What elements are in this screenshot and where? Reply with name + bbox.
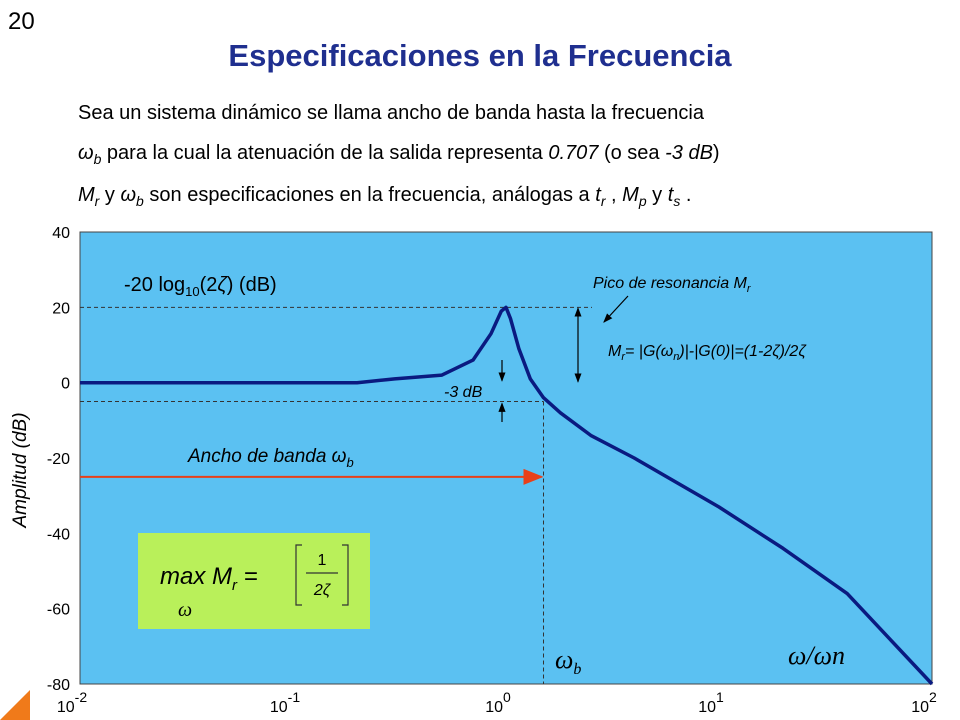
left-bracket bbox=[295, 544, 302, 606]
y-tick-label: 40 bbox=[52, 225, 70, 242]
max-mr-box: max Mr = 1 2ζ ω bbox=[138, 533, 370, 629]
line3-mp: M bbox=[622, 184, 639, 206]
x-tick-label: 10-2 bbox=[57, 689, 87, 716]
y-tick-label: -40 bbox=[47, 526, 70, 543]
omega-symbol: ω bbox=[78, 142, 94, 164]
line3-p: p bbox=[638, 193, 647, 209]
wb-axis-label: ωb bbox=[555, 645, 581, 678]
resonance-label: Pico de resonancia Mr bbox=[593, 275, 752, 295]
line3-y: y bbox=[99, 184, 121, 206]
line3-tr: r bbox=[600, 193, 606, 209]
y-tick-label: 0 bbox=[61, 376, 70, 393]
max-mr-under: ω bbox=[178, 599, 192, 621]
corner-decoration bbox=[0, 690, 30, 720]
line3-t: t bbox=[595, 184, 601, 206]
line3-comma: , bbox=[605, 184, 623, 206]
mr-formula: Mr= |G(ωn)|-|G(0)|=(1-2ζ)/2ζ bbox=[608, 343, 807, 363]
y-tick-label: -80 bbox=[47, 677, 70, 694]
x-tick-label: 101 bbox=[698, 689, 724, 716]
line3-rest: son especificaciones en la frecuencia, a… bbox=[143, 184, 596, 206]
y-tick-label: 20 bbox=[52, 300, 70, 317]
line3-s: s bbox=[673, 193, 681, 209]
bandwidth-label: Ancho de banda ωb bbox=[187, 446, 354, 470]
peak-formula-label: -20 log10(2ζ) (dB) bbox=[124, 274, 277, 299]
y-axis-label: Amplitud (dB) bbox=[10, 412, 31, 528]
omega-subscript: b bbox=[93, 151, 102, 167]
line3-r: r bbox=[94, 193, 100, 209]
line3-w: ω bbox=[120, 184, 137, 206]
y-tick-label: -20 bbox=[47, 451, 70, 468]
magnitude-curve bbox=[80, 305, 934, 686]
line2-part-c: ) bbox=[712, 142, 720, 164]
slide-number: 20 bbox=[8, 8, 35, 35]
line3-b: b bbox=[136, 193, 144, 209]
x-tick-label: 10-1 bbox=[270, 689, 300, 716]
text-line-1: Sea un sistema dinámico se llama ancho d… bbox=[78, 102, 704, 124]
line2-part-b: (o sea bbox=[598, 142, 666, 164]
line3-m: M bbox=[78, 184, 95, 206]
y-axis-ticks: 40 20 0 -20 -40 -60 -80 bbox=[47, 225, 70, 694]
y-tick-label: -60 bbox=[47, 602, 70, 619]
max-mr-denominator: 2ζ bbox=[313, 582, 332, 599]
line2-value: 0.707 bbox=[548, 142, 599, 164]
line2-part-a: para la cual la atenuación de la salida … bbox=[101, 142, 549, 164]
line3-end: . bbox=[680, 184, 692, 206]
line3-y2: y bbox=[646, 184, 668, 206]
x-tick-label: 100 bbox=[485, 689, 511, 716]
x-tick-label: 102 bbox=[911, 689, 937, 716]
line2-db: -3 dB bbox=[665, 142, 713, 164]
x-axis-ticks: 10-2 10-1 100 101 102 bbox=[57, 689, 937, 716]
max-mr-numerator: 1 bbox=[318, 552, 327, 569]
max-mr-prefix: max Mr = bbox=[160, 563, 258, 594]
right-bracket bbox=[342, 544, 349, 606]
line3-ts: t bbox=[667, 184, 674, 206]
resonance-pointer bbox=[603, 295, 629, 323]
page-title: Especificaciones en la Frecuencia bbox=[228, 38, 732, 73]
x-axis-label: ω/ωn bbox=[788, 641, 845, 670]
minus3db-label: -3 dB bbox=[444, 384, 483, 401]
text-line-3: Mr y ωb son especificaciones en la frecu… bbox=[78, 184, 691, 209]
text-line-2: ωb para la cual la atenuación de la sali… bbox=[78, 142, 720, 167]
